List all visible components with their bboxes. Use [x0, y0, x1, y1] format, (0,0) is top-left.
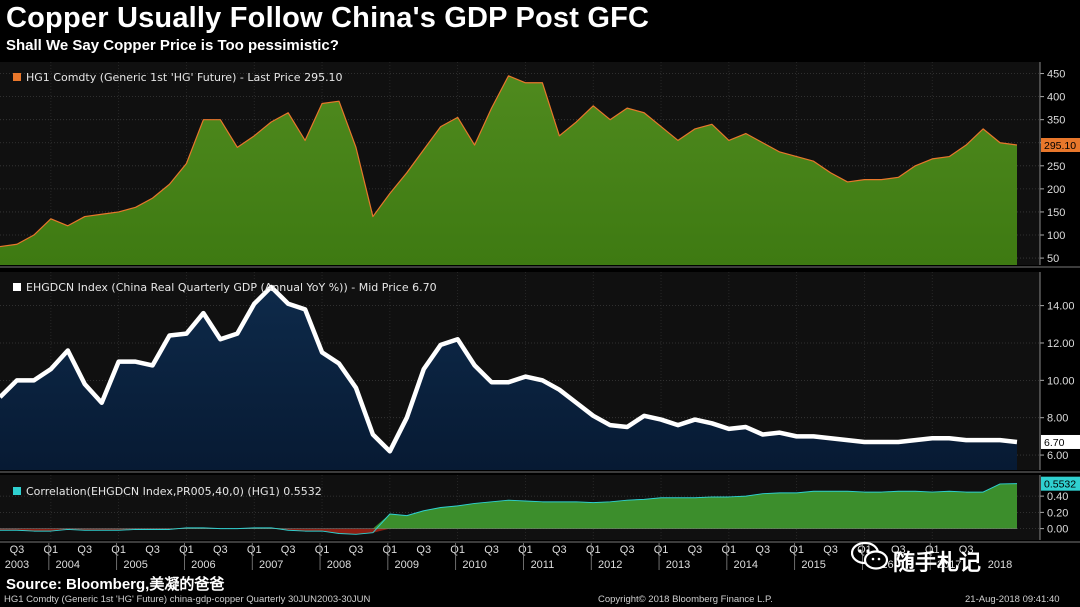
- last-value-label: 295.10: [1044, 140, 1076, 152]
- x-tick-label: Q3: [145, 544, 160, 556]
- x-year-label: 2006: [191, 559, 215, 571]
- x-tick-label: Q3: [891, 544, 906, 556]
- footer-left: HG1 Comdty (Generic 1st 'HG' Future) chi…: [4, 594, 371, 605]
- chart-title: Copper Usually Follow China's GDP Post G…: [6, 2, 650, 34]
- chat-bubble-icon: [851, 541, 889, 570]
- panel-3: 0.40 0.20 0.00 0.5532 Correlation(EHGDCN Ind…: [0, 475, 1080, 543]
- watermark: 随手札记: [851, 541, 982, 577]
- y-tick-label: 6.00: [1047, 450, 1068, 462]
- y-tick-label: 150: [1047, 207, 1065, 219]
- x-year-label: 2014: [734, 559, 758, 571]
- x-tick-label: Q1: [518, 544, 533, 556]
- x-tick-label: Q1: [925, 544, 940, 556]
- x-tick-label: Q3: [213, 544, 228, 556]
- y-tick-label: 8.00: [1047, 413, 1068, 425]
- y-tick-label: 350: [1047, 115, 1065, 127]
- x-year-label: 2013: [666, 559, 690, 571]
- x-year-label: 2003: [5, 559, 29, 571]
- x-year-label: 2015: [801, 559, 825, 571]
- legend-label: EHGDCN Index (China Real Quarterly GDP (…: [26, 281, 437, 294]
- x-year-label: 2007: [259, 559, 283, 571]
- y-tick-label: 10.00: [1047, 375, 1075, 387]
- x-tick-label: Q1: [450, 544, 465, 556]
- legend-swatch: [13, 487, 21, 495]
- legend-label: Correlation(EHGDCN Index,PR005,40,0) (HG…: [26, 485, 322, 498]
- last-value-box: [1041, 434, 1080, 449]
- footer-center: Copyright© 2018 Bloomberg Finance L.P.: [598, 594, 773, 605]
- y-tick-label: 12.00: [1047, 338, 1075, 350]
- x-tick-label: Q1: [586, 544, 601, 556]
- x-year-label: 2011: [531, 559, 555, 571]
- y-tick-label: 0.00: [1047, 524, 1068, 536]
- y-tick-label: 200: [1047, 184, 1065, 196]
- x-year-label: 2008: [327, 559, 351, 571]
- x-tick-label: Q3: [959, 544, 974, 556]
- x-tick-label: Q3: [552, 544, 567, 556]
- x-tick-label: Q3: [755, 544, 770, 556]
- x-year-label: 2017: [937, 559, 961, 571]
- y-tick-label: 250: [1047, 161, 1065, 173]
- x-year-label: 2018: [988, 559, 1012, 571]
- last-value-box: [1041, 476, 1080, 491]
- y-tick-label: 14.00: [1047, 301, 1075, 313]
- x-tick-label: Q3: [620, 544, 635, 556]
- series-area: [0, 286, 1017, 470]
- last-value-box: [1041, 137, 1080, 152]
- x-tick-label: Q3: [349, 544, 364, 556]
- x-tick-label: Q1: [654, 544, 669, 556]
- panel-2: 14.00 12.00 10.00 8.00 6.006.70 EHGDCN Index …: [0, 272, 1080, 473]
- x-year-label: 2009: [395, 559, 419, 571]
- x-year-label: 2005: [123, 559, 147, 571]
- x-tick-label: Q1: [722, 544, 737, 556]
- x-tick-label: Q1: [179, 544, 194, 556]
- y-tick-label: 50: [1047, 253, 1059, 265]
- x-tick-label: Q3: [77, 544, 92, 556]
- legend-label: HG1 Comdty (Generic 1st 'HG' Future) - L…: [26, 71, 343, 84]
- x-tick-label: Q1: [789, 544, 804, 556]
- legend-swatch: [13, 283, 21, 291]
- last-value-label: 6.70: [1044, 437, 1065, 449]
- x-tick-label: Q3: [484, 544, 499, 556]
- footer-right: 21-Aug-2018 09:41:40: [965, 594, 1060, 605]
- series-area-negative: [0, 528, 1017, 535]
- y-tick-label: 100: [1047, 230, 1065, 242]
- x-tick-label: Q3: [281, 544, 296, 556]
- y-tick-label: 0.40: [1047, 491, 1068, 503]
- series-area-positive: [0, 483, 1017, 529]
- x-axis: Q3 Q1 Q3 Q1 Q3 Q1 Q3 Q1 Q3 Q1 Q3 Q1 Q3 Q1 Q3 Q1 Q3 Q1 Q3 Q1…: [5, 543, 1012, 571]
- x-tick-label: Q1: [111, 544, 126, 556]
- source-note: Source: Bloomberg,美凝的爸爸: [6, 576, 225, 593]
- legend-swatch: [13, 73, 21, 81]
- x-tick-label: Q3: [823, 544, 838, 556]
- x-tick-label: Q1: [383, 544, 398, 556]
- x-year-label: 2004: [56, 559, 80, 571]
- x-tick-label: Q1: [44, 544, 59, 556]
- y-tick-label: 0.20: [1047, 507, 1068, 519]
- x-year-label: 2012: [598, 559, 622, 571]
- chart-subtitle: Shall We Say Copper Price is Too pessimi…: [6, 37, 339, 54]
- series-area: [0, 75, 1017, 265]
- watermark-text: 随手札记: [893, 551, 982, 576]
- x-year-label: 2010: [462, 559, 486, 571]
- y-tick-label: 450: [1047, 69, 1065, 81]
- x-tick-label: Q3: [10, 544, 25, 556]
- y-tick-label: 400: [1047, 92, 1065, 104]
- x-tick-label: Q3: [416, 544, 431, 556]
- x-tick-label: Q1: [315, 544, 330, 556]
- last-value-label: 0.5532: [1044, 479, 1076, 491]
- x-tick-label: Q1: [247, 544, 262, 556]
- x-tick-label: Q3: [688, 544, 703, 556]
